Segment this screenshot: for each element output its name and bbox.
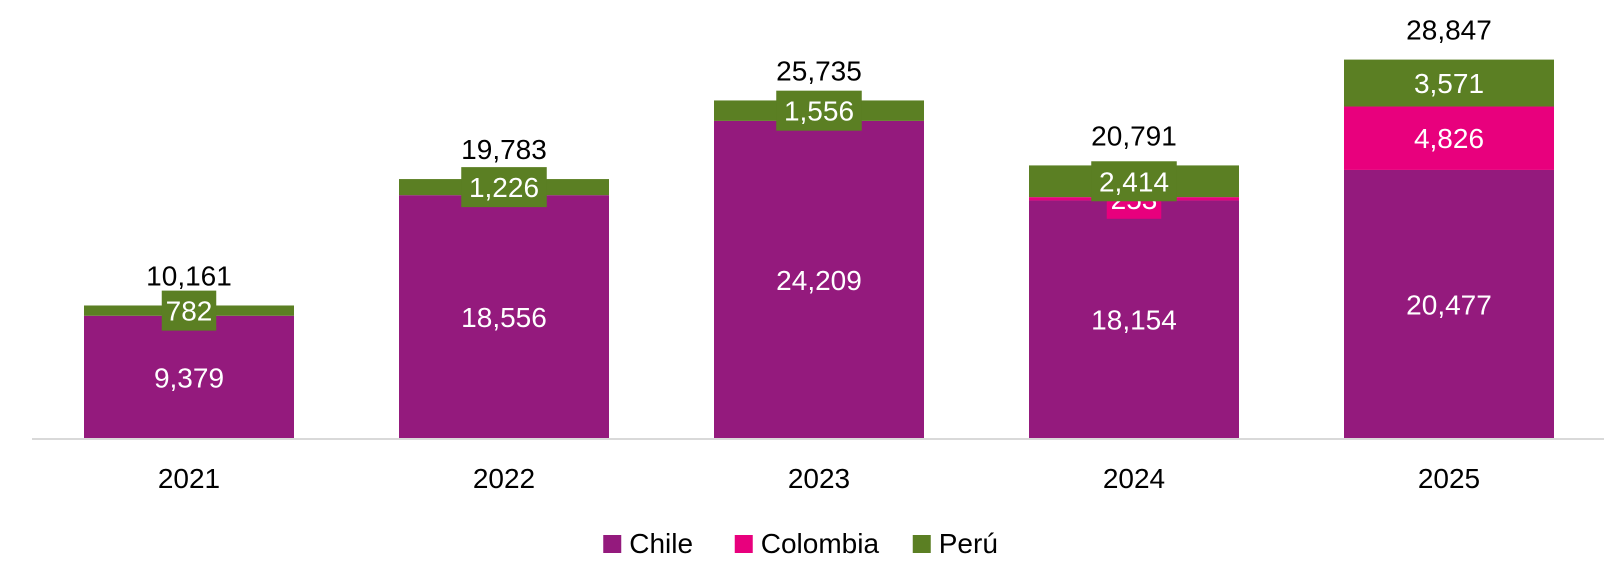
bar-chile-2021: [84, 315, 294, 439]
total-label-2022: 19,783: [461, 134, 547, 165]
data-labels-layer: 9,37978218,5561,22624,2091,55618,1542532…: [154, 68, 1492, 393]
legend: Chile Colombia Perú: [603, 528, 998, 559]
bar-chile-2022: [399, 195, 609, 439]
data-label-chile-2021: 9,379: [154, 362, 224, 393]
data-label-peru-2025: 3,571: [1414, 68, 1484, 99]
label-box-peru-2023: [776, 90, 862, 131]
bar-colombia-2025: [1344, 106, 1554, 170]
x-tick-label-2022: 2022: [473, 463, 535, 494]
label-box-peru-2021: [161, 290, 217, 331]
x-tick-labels-layer: 2021 2022 2023 2024 2025: [158, 463, 1480, 494]
data-label-chile-2022: 18,556: [461, 302, 547, 333]
total-label-2023: 25,735: [776, 55, 862, 86]
data-label-chile-2023: 24,209: [776, 265, 862, 296]
data-label-peru-2023: 1,556: [784, 96, 854, 127]
total-label-2024: 20,791: [1091, 120, 1177, 151]
bar-peru-2025: [1344, 59, 1554, 107]
data-label-chile-2025: 20,477: [1406, 289, 1492, 320]
legend-label-peru: Perú: [939, 528, 998, 559]
data-label-colombia-2025: 4,826: [1414, 123, 1484, 154]
total-labels-layer: 10,161 19,783 25,735 20,791 28,847: [146, 15, 1492, 292]
label-box-peru-2022: [461, 167, 547, 208]
data-label-peru-2021: 782: [166, 296, 213, 327]
x-tick-label-2024: 2024: [1103, 463, 1165, 494]
bar-chile-2023: [714, 120, 924, 439]
legend-label-chile: Chile: [629, 528, 693, 559]
legend-swatch-chile: [603, 535, 622, 553]
legend-swatch-colombia: [734, 535, 753, 553]
legend-label-colombia: Colombia: [761, 528, 880, 559]
total-label-2025: 28,847: [1406, 15, 1492, 46]
total-label-2021: 10,161: [146, 260, 232, 291]
x-tick-label-2021: 2021: [158, 463, 220, 494]
bar-chile-2024: [1029, 200, 1239, 439]
x-tick-label-2025: 2025: [1418, 463, 1480, 494]
bar-chile-2025: [1344, 169, 1554, 439]
data-label-peru-2024: 2,414: [1099, 166, 1169, 197]
data-label-peru-2022: 1,226: [469, 172, 539, 203]
x-tick-label-2023: 2023: [788, 463, 850, 494]
data-label-chile-2024: 18,154: [1091, 305, 1177, 336]
label-box-peru-2024: [1091, 161, 1177, 202]
legend-swatch-peru: [912, 535, 931, 553]
